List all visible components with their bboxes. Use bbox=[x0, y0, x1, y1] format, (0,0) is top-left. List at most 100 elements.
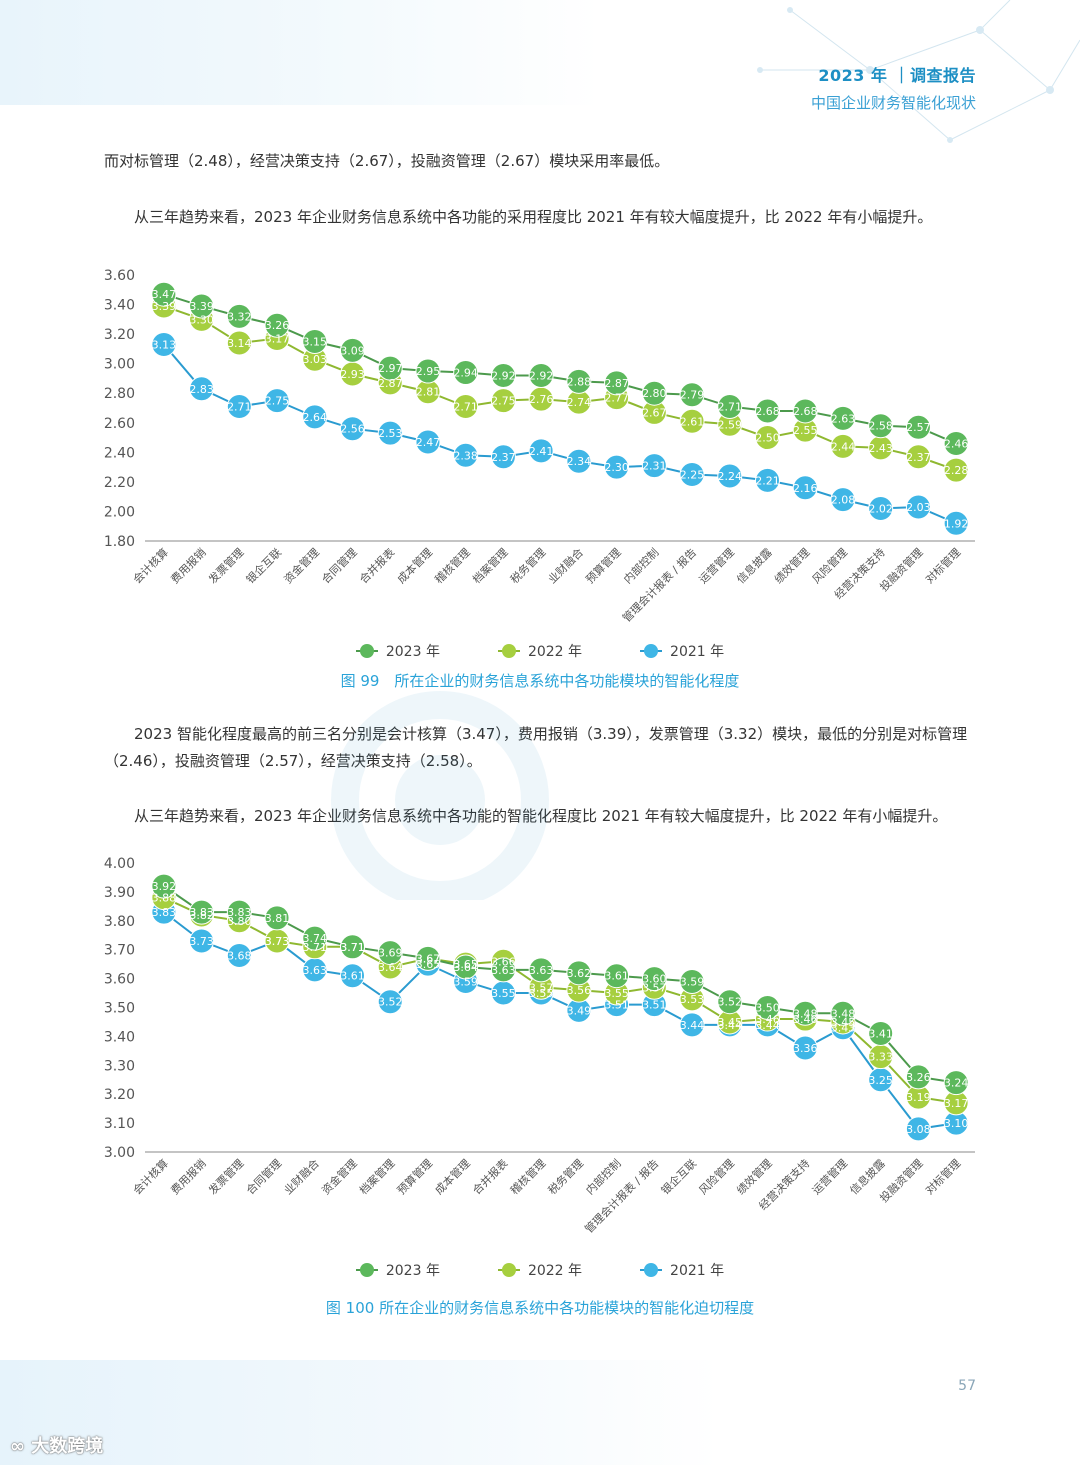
data-label: 3.62 bbox=[567, 967, 592, 980]
data-point bbox=[226, 942, 252, 968]
data-point bbox=[566, 960, 592, 986]
data-point bbox=[604, 454, 630, 480]
data-point bbox=[830, 433, 856, 459]
data-label: 3.71 bbox=[340, 941, 365, 954]
data-label: 3.61 bbox=[340, 970, 365, 983]
data-label: 2.03 bbox=[906, 501, 931, 514]
data-label: 2.79 bbox=[680, 389, 705, 402]
x-category-label: 会计核算 bbox=[130, 1156, 171, 1197]
data-point bbox=[340, 416, 365, 442]
header-band bbox=[0, 0, 600, 105]
data-label: 3.13 bbox=[152, 338, 177, 351]
legend-2022-label: 2022 年 bbox=[527, 644, 583, 660]
data-point bbox=[905, 1116, 931, 1142]
data-point bbox=[151, 281, 177, 307]
brand-icon: ∞ bbox=[10, 1436, 25, 1457]
data-label: 3.71 bbox=[340, 941, 365, 954]
y-tick-label: 3.50 bbox=[104, 1001, 135, 1017]
data-label: 2.44 bbox=[831, 440, 856, 453]
data-label: 3.39 bbox=[152, 300, 177, 313]
x-category-label: 资金管理 bbox=[281, 545, 322, 586]
data-point bbox=[490, 388, 516, 414]
data-point bbox=[151, 331, 177, 357]
data-label: 2.38 bbox=[453, 449, 478, 462]
data-point bbox=[415, 945, 441, 971]
data-point bbox=[302, 329, 328, 354]
legend2-2022: 2022 年 bbox=[497, 1260, 582, 1280]
paragraph-4: 从三年趋势来看，2023 年企业财务信息系统中各功能的智能化程度比 2021 年… bbox=[134, 807, 948, 825]
data-label: 3.56 bbox=[567, 984, 592, 997]
data-label: 3.17 bbox=[944, 1097, 969, 1110]
data-label: 2.95 bbox=[416, 365, 441, 378]
data-point bbox=[905, 1064, 931, 1090]
data-point bbox=[641, 453, 667, 479]
data-label: 2.64 bbox=[303, 411, 328, 424]
data-point bbox=[717, 463, 743, 489]
data-point bbox=[943, 1070, 969, 1096]
y-tick-label: 3.20 bbox=[104, 1087, 135, 1103]
data-label: 2.77 bbox=[604, 392, 629, 405]
series-line bbox=[163, 911, 957, 1130]
data-point bbox=[415, 358, 441, 384]
y-tick-label: 3.80 bbox=[104, 914, 135, 930]
data-label: 3.82 bbox=[189, 909, 214, 922]
data-label: 2.88 bbox=[567, 375, 592, 388]
data-point bbox=[340, 963, 365, 989]
legend2-2023-label: 2023 年 bbox=[385, 1263, 440, 1279]
data-label: 1.92 bbox=[944, 517, 969, 530]
x-category-label: 成本管理 bbox=[432, 1156, 473, 1197]
data-label: 3.03 bbox=[303, 353, 328, 366]
data-point bbox=[943, 510, 969, 536]
data-label: 2.83 bbox=[189, 383, 214, 396]
chart2-legend: 2023 年 2022 年 2021 年 bbox=[0, 1260, 1080, 1280]
data-point bbox=[453, 442, 479, 468]
data-point bbox=[264, 388, 290, 414]
paragraph-2: 从三年趋势来看，2023 年企业财务信息系统中各功能的采用程度比 2021 年有… bbox=[134, 208, 933, 226]
data-label: 3.59 bbox=[680, 975, 705, 988]
x-category-label: 业财融合 bbox=[281, 1156, 322, 1197]
data-label: 2.92 bbox=[529, 369, 554, 382]
data-label: 3.63 bbox=[491, 964, 515, 977]
data-label: 2.63 bbox=[831, 412, 856, 425]
figure-100-caption: 图 100 所在企业的财务信息系统中各功能模块的智能化迫切程度 bbox=[325, 1299, 755, 1317]
data-label: 2.57 bbox=[906, 421, 931, 434]
data-point bbox=[792, 1000, 818, 1026]
legend2-2023: 2023 年 bbox=[355, 1260, 440, 1280]
x-category-label: 发票管理 bbox=[205, 545, 246, 586]
x-category-label: 运营管理 bbox=[809, 1156, 850, 1197]
data-point bbox=[189, 928, 215, 954]
chart-adoption: 3.60 3.40 3.20 3.00 2.80 2.60 2.40 2.20 2.00 1.80… bbox=[104, 268, 975, 622]
x-category-label: 银企互联 bbox=[658, 1156, 699, 1197]
data-label: 2.93 bbox=[340, 368, 365, 381]
x-category-label: 预算管理 bbox=[583, 545, 624, 586]
data-point bbox=[490, 444, 516, 470]
brand-logo: ∞ 大数跨境 bbox=[10, 1432, 103, 1458]
data-point bbox=[226, 394, 252, 420]
data-point bbox=[377, 420, 403, 446]
data-label: 3.09 bbox=[340, 344, 365, 357]
data-label: 3.73 bbox=[265, 935, 290, 948]
data-label: 2.24 bbox=[718, 470, 743, 483]
data-label: 3.83 bbox=[189, 906, 214, 919]
data-label: 2.58 bbox=[868, 420, 893, 433]
data-label: 3.60 bbox=[642, 973, 667, 986]
data-point bbox=[226, 330, 252, 356]
y-tick-label: 1.80 bbox=[104, 534, 135, 550]
data-point bbox=[679, 382, 705, 408]
data-label: 3.10 bbox=[944, 1117, 969, 1130]
data-point bbox=[453, 394, 479, 420]
data-label: 3.74 bbox=[303, 932, 328, 945]
series-line bbox=[163, 305, 957, 472]
data-label: 2.87 bbox=[378, 377, 403, 390]
data-label: 3.25 bbox=[868, 1074, 893, 1087]
data-label: 2.67 bbox=[642, 406, 667, 419]
data-point bbox=[151, 873, 177, 899]
figure-99-caption: 图 99 所在企业的财务信息系统中各功能模块的智能化程度 bbox=[340, 672, 740, 690]
data-label: 3.45 bbox=[831, 1016, 856, 1029]
data-label: 3.66 bbox=[491, 955, 515, 968]
x-category-label: 会计核算 bbox=[130, 545, 171, 586]
series-line bbox=[163, 343, 957, 525]
x-category-label: 风险管理 bbox=[696, 1156, 737, 1197]
x-category-label: 费用报销 bbox=[168, 1156, 209, 1197]
data-label: 3.83 bbox=[227, 906, 252, 919]
